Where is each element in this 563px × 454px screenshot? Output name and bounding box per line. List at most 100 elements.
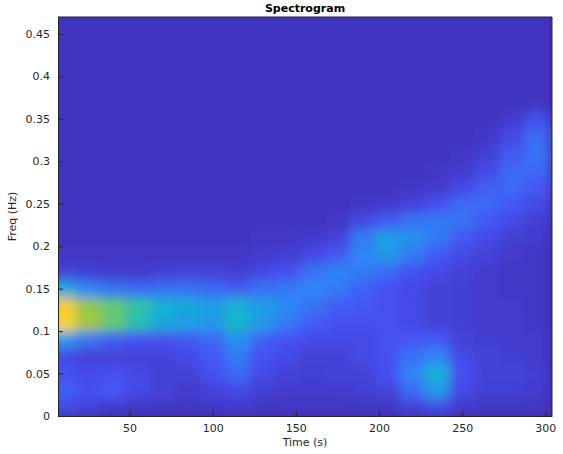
heatmap-cell (450, 42, 475, 59)
heatmap-cell (150, 195, 175, 212)
heatmap-cell (500, 127, 525, 144)
tick: 0 (43, 410, 63, 423)
heatmap-cell (275, 76, 300, 93)
heatmap-cell (125, 246, 150, 263)
heatmap-cell (325, 110, 350, 127)
x-axis-title: Time (s) (282, 436, 328, 449)
heatmap-cell (525, 365, 550, 382)
heatmap-cell (300, 365, 325, 382)
heatmap-cell (125, 314, 150, 331)
heatmap-cell (425, 212, 450, 229)
heatmap-cell (500, 178, 525, 195)
heatmap-cell (200, 178, 225, 195)
tick: 0.05 (26, 368, 64, 381)
heatmap-cell (75, 144, 100, 161)
tick-label: 0.45 (26, 28, 51, 41)
heatmap-cell (325, 212, 350, 229)
heatmap-cell (500, 93, 525, 110)
heatmap-cell (200, 127, 225, 144)
heatmap-cell (275, 195, 300, 212)
heatmap-cell (450, 348, 475, 365)
heatmap-cell (400, 263, 425, 280)
heatmap-cell (100, 246, 125, 263)
tick-mark (58, 331, 63, 332)
tick-mark (379, 411, 380, 416)
heatmap-cell (475, 25, 500, 42)
heatmap-cell (350, 178, 375, 195)
heatmap-cell (75, 263, 100, 280)
heatmap-cell (175, 382, 200, 399)
heatmap-cell (425, 314, 450, 331)
heatmap-cell (275, 127, 300, 144)
heatmap-cell (275, 25, 300, 42)
heatmap-cell (425, 229, 450, 246)
heatmap-cell (375, 280, 400, 297)
heatmap-cell (275, 365, 300, 382)
heatmap-cell (500, 42, 525, 59)
heatmap-cell (100, 229, 125, 246)
heatmap-cell (525, 93, 550, 110)
heatmap-cell (200, 110, 225, 127)
heatmap-cell (250, 25, 275, 42)
heatmap-cell (500, 110, 525, 127)
heatmap-cell (275, 110, 300, 127)
heatmap-cell (300, 212, 325, 229)
heatmap-cell (200, 280, 225, 297)
heatmap-cell (175, 25, 200, 42)
heatmap-cell (425, 76, 450, 93)
heatmap-cell (500, 246, 525, 263)
heatmap-cell (275, 161, 300, 178)
heatmap-cell (525, 17, 550, 26)
tick: 0.35 (26, 113, 64, 126)
heatmap-cell (58, 246, 76, 263)
heatmap-cell (450, 93, 475, 110)
heatmap-cell (500, 25, 525, 42)
heatmap-cell (375, 42, 400, 59)
heatmap-cell (250, 93, 275, 110)
heatmap-cell (325, 331, 350, 348)
heatmap-cell (275, 280, 300, 297)
heatmap-cell (525, 314, 550, 331)
heatmap-cell (200, 365, 225, 382)
heatmap-cell (150, 127, 175, 144)
heatmap-cell (425, 42, 450, 59)
heatmap-cell (100, 280, 125, 297)
heatmap-cell (150, 25, 175, 42)
tick: 150 (286, 411, 307, 435)
heatmap-cell (58, 144, 76, 161)
heatmap-cell (200, 263, 225, 280)
heatmap-cell (125, 229, 150, 246)
heatmap-cell (400, 76, 425, 93)
heatmap-cell (100, 314, 125, 331)
tick-label: 0.05 (26, 368, 51, 381)
tick: 200 (369, 411, 390, 435)
heatmap-cell (400, 144, 425, 161)
heatmap-cell (58, 382, 76, 399)
heatmap-cell (425, 263, 450, 280)
heatmap-cell (225, 365, 250, 382)
heatmap-cell (58, 365, 76, 382)
heatmap-cell (175, 161, 200, 178)
heatmap-cell (175, 212, 200, 229)
heatmap-cell (175, 195, 200, 212)
heatmap-cell (475, 93, 500, 110)
heatmap-cell (175, 17, 200, 26)
heatmap-cell (450, 17, 475, 26)
heatmap-cell (175, 331, 200, 348)
tick-mark (130, 411, 131, 416)
heatmap-cell (450, 178, 475, 195)
heatmap-cell (200, 399, 225, 416)
heatmap-cell (425, 365, 450, 382)
heatmap-cell (300, 314, 325, 331)
tick-label: 250 (452, 422, 473, 435)
heatmap-cell (500, 399, 525, 416)
heatmap-cell (350, 382, 375, 399)
heatmap-cell (350, 246, 375, 263)
heatmap-cell (225, 110, 250, 127)
tick-label: 0.35 (26, 113, 51, 126)
heatmap-cell (325, 263, 350, 280)
heatmap-cell (75, 25, 100, 42)
heatmap-cell (450, 76, 475, 93)
heatmap-cell (150, 246, 175, 263)
heatmap-cell (225, 195, 250, 212)
